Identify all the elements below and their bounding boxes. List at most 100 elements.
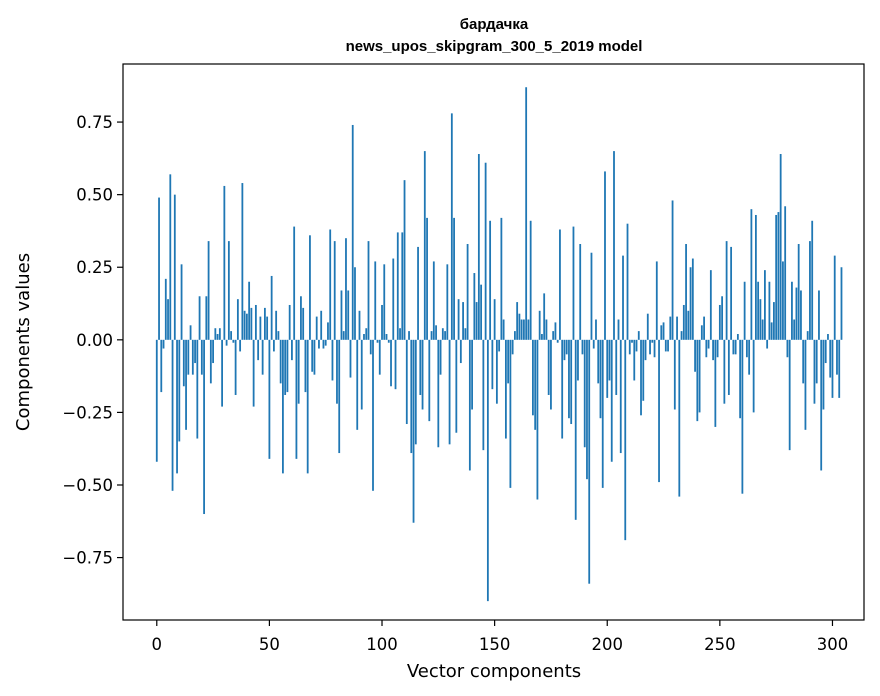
bar-279 [784,206,787,340]
bar-261 [743,281,746,340]
bar-221 [653,339,656,358]
bar-17 [194,339,196,364]
bar-147 [486,339,489,602]
bar-162 [520,319,523,340]
bar-151 [495,339,498,404]
bar-85 [347,290,350,340]
bar-123 [432,261,435,340]
bar-175 [550,339,552,410]
bar-66 [304,339,307,393]
bar-184 [570,339,573,425]
bar-0 [155,339,158,462]
chart-subtitle: news_upos_skipgram_300_5_2019 model [346,38,643,55]
bar-57 [284,339,287,395]
bar-196 [597,339,600,384]
bar-131 [450,113,453,340]
bar-227 [667,339,669,352]
bar-88 [354,267,356,340]
bar-43 [252,339,255,407]
bar-58 [286,339,289,393]
bar-179 [559,229,561,340]
bar-84 [345,238,347,340]
x-tick-label: 300 [817,635,849,654]
bar-55 [279,339,282,384]
bar-271 [766,339,769,349]
bar-257 [734,339,737,355]
x-tick-label: 250 [704,635,736,654]
bar-197 [599,339,602,419]
bar-299 [829,339,832,378]
bar-117 [419,339,422,395]
bar-21 [203,339,205,515]
bar-133 [455,339,458,433]
bar-167 [532,339,534,416]
bar-176 [552,331,555,340]
bar-40 [245,313,248,340]
bar-31 [225,339,228,346]
bar-216 [642,339,645,401]
bar-235 [685,244,687,340]
bar-93 [365,328,368,340]
bar-41 [248,281,251,340]
bar-136 [462,302,464,340]
bar-33 [230,331,233,340]
bar-251 [721,296,724,340]
bar-192 [588,339,591,584]
bar-294 [818,290,820,340]
bar-100 [381,304,383,340]
bar-165 [527,319,530,340]
bar-284 [795,287,798,340]
bar-269 [761,319,764,340]
bar-206 [619,339,622,454]
bar-97 [374,261,377,340]
bar-51 [270,275,273,340]
bar-8 [173,194,176,340]
bar-102 [385,334,388,340]
bar-137 [464,328,467,340]
bar-231 [676,316,678,340]
bar-28 [218,328,221,340]
bar-240 [696,339,699,422]
bar-37 [239,339,242,352]
x-axis-label: Vector components [407,661,581,682]
bar-295 [820,339,823,471]
bar-78 [331,339,334,381]
bar-114 [412,339,415,523]
bar-120 [426,217,428,340]
bar-24 [209,339,212,384]
bar-81 [338,339,341,454]
bar-72 [318,339,320,349]
bar-304 [840,267,843,340]
bar-80 [336,339,338,404]
bar-245 [707,339,710,349]
bar-111 [405,339,408,425]
bar-54 [277,331,280,340]
bar-152 [498,339,501,352]
bar-283 [793,319,796,340]
bar-42 [250,307,253,340]
bar-116 [417,246,419,340]
bar-303 [838,339,841,398]
bar-250 [718,304,721,340]
bar-302 [836,339,838,375]
bar-99 [378,339,381,375]
plot-frame [122,63,865,621]
y-tick-label: 0.00 [76,331,113,350]
bar-297 [824,339,827,364]
bar-233 [680,331,683,340]
bar-125 [437,339,440,448]
bar-121 [428,339,431,422]
bar-275 [775,214,778,340]
bar-53 [275,310,278,340]
bar-15 [189,325,192,340]
x-tick-label: 100 [366,635,398,654]
y-tick-label: 0.25 [76,258,113,277]
bar-270 [764,270,766,340]
bar-220 [651,339,654,343]
bar-113 [410,339,413,454]
bar-60 [291,339,293,361]
bar-260 [741,339,744,494]
bar-103 [387,339,390,343]
bar-259 [739,339,742,419]
bar-35 [234,339,237,395]
